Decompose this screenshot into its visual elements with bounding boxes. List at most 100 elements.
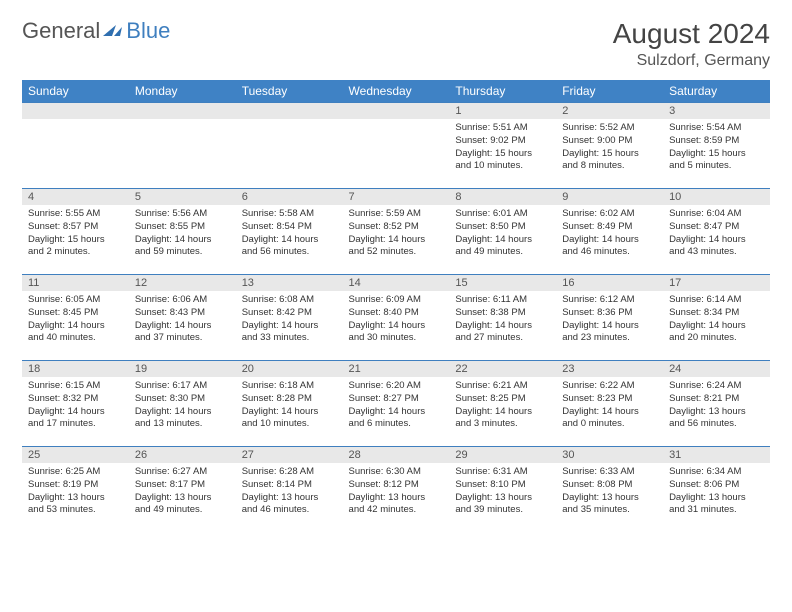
calendar-cell: 23Sunrise: 6:22 AMSunset: 8:23 PMDayligh…	[556, 361, 663, 447]
sunset-text: Sunset: 8:40 PM	[349, 307, 444, 320]
day-number: 13	[236, 275, 343, 291]
calendar-cell: 17Sunrise: 6:14 AMSunset: 8:34 PMDayligh…	[663, 275, 770, 361]
day-details: Sunrise: 6:25 AMSunset: 8:19 PMDaylight:…	[22, 463, 129, 521]
day-number: 25	[22, 447, 129, 463]
month-title: August 2024	[613, 18, 770, 50]
day-header: Tuesday	[236, 80, 343, 103]
daylight-text: Daylight: 15 hours and 10 minutes.	[455, 148, 550, 174]
daylight-text: Daylight: 13 hours and 35 minutes.	[562, 492, 657, 518]
calendar-cell: 31Sunrise: 6:34 AMSunset: 8:06 PMDayligh…	[663, 447, 770, 533]
day-number: 29	[449, 447, 556, 463]
day-details: Sunrise: 6:08 AMSunset: 8:42 PMDaylight:…	[236, 291, 343, 349]
day-number: 5	[129, 189, 236, 205]
sunrise-text: Sunrise: 6:02 AM	[562, 208, 657, 221]
daylight-text: Daylight: 13 hours and 31 minutes.	[669, 492, 764, 518]
daylight-text: Daylight: 13 hours and 53 minutes.	[28, 492, 123, 518]
day-number: 15	[449, 275, 556, 291]
calendar-cell: 14Sunrise: 6:09 AMSunset: 8:40 PMDayligh…	[343, 275, 450, 361]
day-number: 30	[556, 447, 663, 463]
sunrise-text: Sunrise: 5:58 AM	[242, 208, 337, 221]
day-details: Sunrise: 6:06 AMSunset: 8:43 PMDaylight:…	[129, 291, 236, 349]
calendar-cell: 19Sunrise: 6:17 AMSunset: 8:30 PMDayligh…	[129, 361, 236, 447]
location: Sulzdorf, Germany	[613, 52, 770, 70]
calendar-cell: 27Sunrise: 6:28 AMSunset: 8:14 PMDayligh…	[236, 447, 343, 533]
daylight-text: Daylight: 14 hours and 56 minutes.	[242, 234, 337, 260]
day-details: Sunrise: 6:09 AMSunset: 8:40 PMDaylight:…	[343, 291, 450, 349]
day-number: 17	[663, 275, 770, 291]
day-number: 4	[22, 189, 129, 205]
calendar-cell: 9Sunrise: 6:02 AMSunset: 8:49 PMDaylight…	[556, 189, 663, 275]
sunrise-text: Sunrise: 6:33 AM	[562, 466, 657, 479]
sunset-text: Sunset: 8:38 PM	[455, 307, 550, 320]
sunrise-text: Sunrise: 6:21 AM	[455, 380, 550, 393]
calendar-week: 1Sunrise: 5:51 AMSunset: 9:02 PMDaylight…	[22, 103, 770, 189]
day-details	[129, 119, 236, 133]
day-number: 21	[343, 361, 450, 377]
daylight-text: Daylight: 14 hours and 37 minutes.	[135, 320, 230, 346]
calendar-cell: 11Sunrise: 6:05 AMSunset: 8:45 PMDayligh…	[22, 275, 129, 361]
sunrise-text: Sunrise: 6:25 AM	[28, 466, 123, 479]
daylight-text: Daylight: 13 hours and 49 minutes.	[135, 492, 230, 518]
sunset-text: Sunset: 8:49 PM	[562, 221, 657, 234]
daylight-text: Daylight: 14 hours and 13 minutes.	[135, 406, 230, 432]
daylight-text: Daylight: 14 hours and 10 minutes.	[242, 406, 337, 432]
day-number: 12	[129, 275, 236, 291]
flag-icon	[102, 22, 124, 40]
sunset-text: Sunset: 9:00 PM	[562, 135, 657, 148]
calendar-week: 4Sunrise: 5:55 AMSunset: 8:57 PMDaylight…	[22, 189, 770, 275]
day-details: Sunrise: 6:33 AMSunset: 8:08 PMDaylight:…	[556, 463, 663, 521]
day-number: 11	[22, 275, 129, 291]
sunset-text: Sunset: 8:28 PM	[242, 393, 337, 406]
calendar-cell: 21Sunrise: 6:20 AMSunset: 8:27 PMDayligh…	[343, 361, 450, 447]
day-details: Sunrise: 6:17 AMSunset: 8:30 PMDaylight:…	[129, 377, 236, 435]
sunset-text: Sunset: 8:57 PM	[28, 221, 123, 234]
sunrise-text: Sunrise: 6:24 AM	[669, 380, 764, 393]
sunset-text: Sunset: 8:10 PM	[455, 479, 550, 492]
day-number: 14	[343, 275, 450, 291]
sunset-text: Sunset: 8:52 PM	[349, 221, 444, 234]
sunrise-text: Sunrise: 6:31 AM	[455, 466, 550, 479]
daylight-text: Daylight: 14 hours and 43 minutes.	[669, 234, 764, 260]
sunrise-text: Sunrise: 6:30 AM	[349, 466, 444, 479]
sunrise-text: Sunrise: 6:04 AM	[669, 208, 764, 221]
calendar-cell: 20Sunrise: 6:18 AMSunset: 8:28 PMDayligh…	[236, 361, 343, 447]
day-number: 9	[556, 189, 663, 205]
day-details: Sunrise: 6:20 AMSunset: 8:27 PMDaylight:…	[343, 377, 450, 435]
sunrise-text: Sunrise: 6:05 AM	[28, 294, 123, 307]
sunrise-text: Sunrise: 6:09 AM	[349, 294, 444, 307]
sunset-text: Sunset: 8:30 PM	[135, 393, 230, 406]
calendar-cell: 4Sunrise: 5:55 AMSunset: 8:57 PMDaylight…	[22, 189, 129, 275]
day-details: Sunrise: 6:22 AMSunset: 8:23 PMDaylight:…	[556, 377, 663, 435]
sunset-text: Sunset: 8:27 PM	[349, 393, 444, 406]
day-number: 6	[236, 189, 343, 205]
daylight-text: Daylight: 14 hours and 6 minutes.	[349, 406, 444, 432]
day-number: 2	[556, 103, 663, 119]
sunrise-text: Sunrise: 6:11 AM	[455, 294, 550, 307]
daylight-text: Daylight: 14 hours and 23 minutes.	[562, 320, 657, 346]
brand-text-1: General	[22, 18, 100, 44]
calendar-cell: 3Sunrise: 5:54 AMSunset: 8:59 PMDaylight…	[663, 103, 770, 189]
calendar-cell: 25Sunrise: 6:25 AMSunset: 8:19 PMDayligh…	[22, 447, 129, 533]
day-details: Sunrise: 5:51 AMSunset: 9:02 PMDaylight:…	[449, 119, 556, 177]
sunset-text: Sunset: 8:21 PM	[669, 393, 764, 406]
calendar-week: 25Sunrise: 6:25 AMSunset: 8:19 PMDayligh…	[22, 447, 770, 533]
sunrise-text: Sunrise: 6:18 AM	[242, 380, 337, 393]
calendar-cell: 8Sunrise: 6:01 AMSunset: 8:50 PMDaylight…	[449, 189, 556, 275]
sunset-text: Sunset: 9:02 PM	[455, 135, 550, 148]
sunset-text: Sunset: 8:59 PM	[669, 135, 764, 148]
brand-text-2: Blue	[126, 18, 170, 44]
daylight-text: Daylight: 14 hours and 49 minutes.	[455, 234, 550, 260]
calendar-cell: 15Sunrise: 6:11 AMSunset: 8:38 PMDayligh…	[449, 275, 556, 361]
day-number: 24	[663, 361, 770, 377]
sunrise-text: Sunrise: 5:59 AM	[349, 208, 444, 221]
sunrise-text: Sunrise: 6:01 AM	[455, 208, 550, 221]
sunrise-text: Sunrise: 6:34 AM	[669, 466, 764, 479]
sunset-text: Sunset: 8:32 PM	[28, 393, 123, 406]
title-block: August 2024 Sulzdorf, Germany	[613, 18, 770, 70]
calendar-cell	[129, 103, 236, 189]
day-details: Sunrise: 6:05 AMSunset: 8:45 PMDaylight:…	[22, 291, 129, 349]
sunset-text: Sunset: 8:42 PM	[242, 307, 337, 320]
day-number	[129, 103, 236, 119]
daylight-text: Daylight: 14 hours and 33 minutes.	[242, 320, 337, 346]
calendar-cell: 29Sunrise: 6:31 AMSunset: 8:10 PMDayligh…	[449, 447, 556, 533]
